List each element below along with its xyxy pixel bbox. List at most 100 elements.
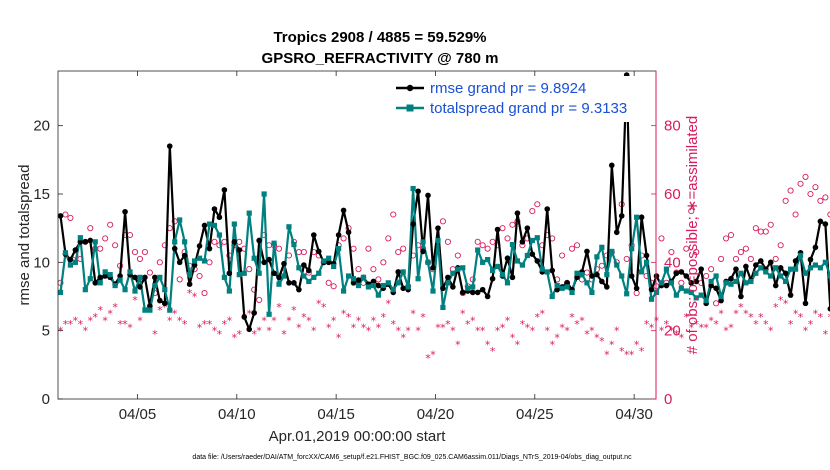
rmse-point: [549, 267, 555, 274]
rmse-point: [817, 218, 824, 225]
obs-assimilated-point: *: [63, 318, 69, 331]
spread-point: [643, 259, 650, 265]
rmse-point: [57, 213, 64, 219]
obs-assimilated-point: *: [301, 311, 307, 324]
rmse-point: [713, 285, 719, 292]
rmse-point: [246, 326, 253, 333]
rmse-point: [628, 273, 635, 279]
obs-assimilated-point: *: [256, 325, 262, 338]
spread-point: [236, 272, 242, 278]
spread-point: [485, 257, 491, 263]
obs-assimilated-point: *: [346, 311, 352, 324]
obs-possible-point: [757, 228, 764, 235]
x-tick-label: 04/05: [119, 406, 157, 423]
obs-assimilated-point: *: [738, 301, 744, 314]
obs-possible-point: [742, 245, 749, 252]
rmse-point: [812, 244, 819, 251]
spread-point: [792, 266, 799, 272]
rmse-point: [226, 270, 233, 277]
rmse-point: [494, 226, 501, 233]
obs-assimilated-point: *: [520, 318, 526, 331]
obs-possible-point: [439, 218, 446, 225]
spread-point: [460, 265, 466, 271]
obs-assimilated-point: *: [271, 314, 277, 327]
obs-assimilated-point: *: [157, 304, 163, 317]
legend: rmse grand pr = 9.8924 totalspread grand…: [391, 76, 649, 122]
obs-assimilated-point: *: [386, 297, 392, 310]
rmse-point: [643, 252, 650, 259]
spread-point: [301, 273, 307, 279]
obs-possible-point: [176, 276, 183, 283]
rmse-point: [375, 282, 382, 289]
obs-assimilated-point: *: [763, 318, 769, 331]
spread-point: [728, 281, 734, 287]
spread-point: [231, 221, 237, 227]
spread-point: [261, 191, 267, 197]
obs-possible-point: [112, 242, 119, 249]
rmse-point: [206, 245, 213, 252]
obs-assimilated-point: *: [420, 311, 426, 324]
obs-possible-point: [355, 266, 362, 273]
obs-assimilated-point: *: [237, 328, 243, 341]
obs-assimilated-point: *: [554, 332, 560, 345]
line-layer: [57, 72, 830, 333]
rmse-point: [544, 206, 551, 212]
rmse-point: [822, 221, 829, 227]
rmse-point: [728, 275, 734, 282]
obs-assimilated-point: *: [669, 325, 675, 338]
spread-point: [465, 285, 471, 291]
obs-possible-point: [365, 245, 372, 252]
spread-point: [609, 248, 615, 254]
rmse-point: [484, 293, 491, 300]
obs-assimilated-point: *: [728, 321, 734, 334]
x-tick-label: 04/20: [417, 406, 455, 423]
spread-point: [206, 221, 213, 227]
spread-point: [748, 278, 754, 285]
obs-assimilated-point: *: [674, 328, 680, 341]
spread-point: [693, 295, 699, 301]
obs-possible-point: [722, 235, 730, 242]
spread-point: [787, 266, 794, 272]
obs-assimilated-point: *: [331, 314, 337, 327]
obs-assimilated-point: *: [604, 349, 610, 362]
spread-point: [246, 210, 252, 216]
spread-point: [554, 282, 560, 289]
rmse-point: [638, 214, 645, 221]
obs-assimilated-point: *: [708, 314, 714, 327]
obs-assimilated-point: *: [569, 311, 575, 324]
obs-possible-point: [509, 221, 516, 228]
rmse-point: [504, 255, 511, 262]
obs-possible-point: [246, 266, 253, 273]
obs-assimilated-point: *: [391, 318, 397, 331]
obs-assimilated-point: *: [371, 314, 377, 327]
spread-point: [167, 307, 173, 313]
spread-point: [385, 280, 391, 286]
spread-point: [77, 235, 83, 241]
obs-assimilated-point: *: [361, 321, 367, 334]
obs-assimilated-point: *: [510, 332, 516, 345]
obs-assimilated-point: *: [748, 311, 754, 324]
spread-point: [827, 273, 830, 279]
spread-point: [182, 239, 188, 245]
obs-possible-point: [772, 255, 779, 262]
rmse-point: [738, 293, 744, 300]
rmse-point: [132, 274, 138, 281]
spread-point: [678, 285, 684, 291]
rmse-point: [792, 258, 799, 264]
spread-point: [509, 241, 516, 248]
obs-assimilated-point: *: [584, 328, 590, 341]
obs-assimilated-point: *: [490, 345, 496, 358]
obs-assimilated-point: *: [73, 314, 79, 327]
obs-assimilated-point: *: [778, 294, 784, 307]
obs-assimilated-point: *: [266, 325, 272, 338]
obs-possible-point: [156, 259, 163, 266]
obs-assimilated-point: *: [162, 301, 168, 314]
y2-axis-label: # of obs: o=possible; ∗=assimilated: [684, 116, 701, 355]
obs-assimilated-point: *: [788, 318, 794, 331]
spread-point: [529, 237, 535, 244]
obs-assimilated-point: *: [530, 325, 536, 338]
spread-point: [201, 258, 208, 264]
rmse-point: [231, 239, 238, 245]
obs-assimilated-point: *: [713, 318, 719, 331]
